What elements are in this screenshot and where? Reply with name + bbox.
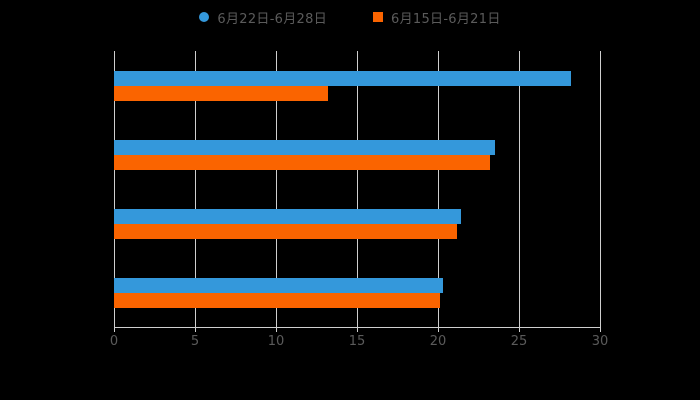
x-tick-mark-10 <box>276 327 277 332</box>
x-tick-label-20: 20 <box>429 334 447 349</box>
bar-group <box>114 208 600 239</box>
gridline-x-10 <box>276 51 277 327</box>
bar-吉利汽车-6月22日-6月28日[interactable] <box>114 208 461 224</box>
bar-group <box>114 139 600 170</box>
legend-label-1: 6月15日-6月21日 <box>391 11 501 27</box>
x-tick-label-0: 0 <box>109 334 119 349</box>
x-tick-label-5: 5 <box>190 334 200 349</box>
gridline-x-25 <box>519 51 520 327</box>
bar-江淮-6月15日-6月21日[interactable] <box>114 292 440 308</box>
x-tick-label-15: 15 <box>348 334 366 349</box>
x-tick-mark-0 <box>114 327 115 332</box>
bar-吉利汽车-6月15日-6月21日[interactable] <box>114 223 458 239</box>
bar-别克-6月22日-6月28日[interactable] <box>114 139 495 155</box>
plot-area <box>114 51 601 327</box>
bar-别克-6月15日-6月21日[interactable] <box>114 154 490 170</box>
chart-legend: 6月22日-6月28日 6月15日-6月21日 <box>0 6 700 28</box>
x-tick-label-10: 10 <box>267 334 285 349</box>
gridline-x-15 <box>357 51 358 327</box>
gridline-x-20 <box>438 51 439 327</box>
legend-marker-square-icon <box>373 12 383 22</box>
x-tick-mark-15 <box>357 327 358 332</box>
x-tick-mark-20 <box>438 327 439 332</box>
x-tick-mark-5 <box>195 327 196 332</box>
gridline-x-0 <box>114 51 115 327</box>
x-tick-mark-25 <box>519 327 520 332</box>
gridline-x-30 <box>600 51 601 327</box>
legend-item-0[interactable]: 6月22日-6月28日 <box>199 8 327 27</box>
bar-group <box>114 70 600 101</box>
x-tick-mark-30 <box>600 327 601 332</box>
bar-雪佛兰-6月15日-6月21日[interactable] <box>114 85 328 101</box>
legend-marker-circle-icon <box>199 12 210 22</box>
legend-item-1[interactable]: 6月15日-6月21日 <box>373 8 501 27</box>
x-tick-label-30: 30 <box>591 334 609 349</box>
legend-label-0: 6月22日-6月28日 <box>217 11 327 27</box>
gridline-x-5 <box>195 51 196 327</box>
bar-雪佛兰-6月22日-6月28日[interactable] <box>114 70 571 86</box>
bar-group <box>114 277 600 308</box>
bar-江淮-6月22日-6月28日[interactable] <box>114 277 443 293</box>
x-tick-label-25: 25 <box>510 334 528 349</box>
